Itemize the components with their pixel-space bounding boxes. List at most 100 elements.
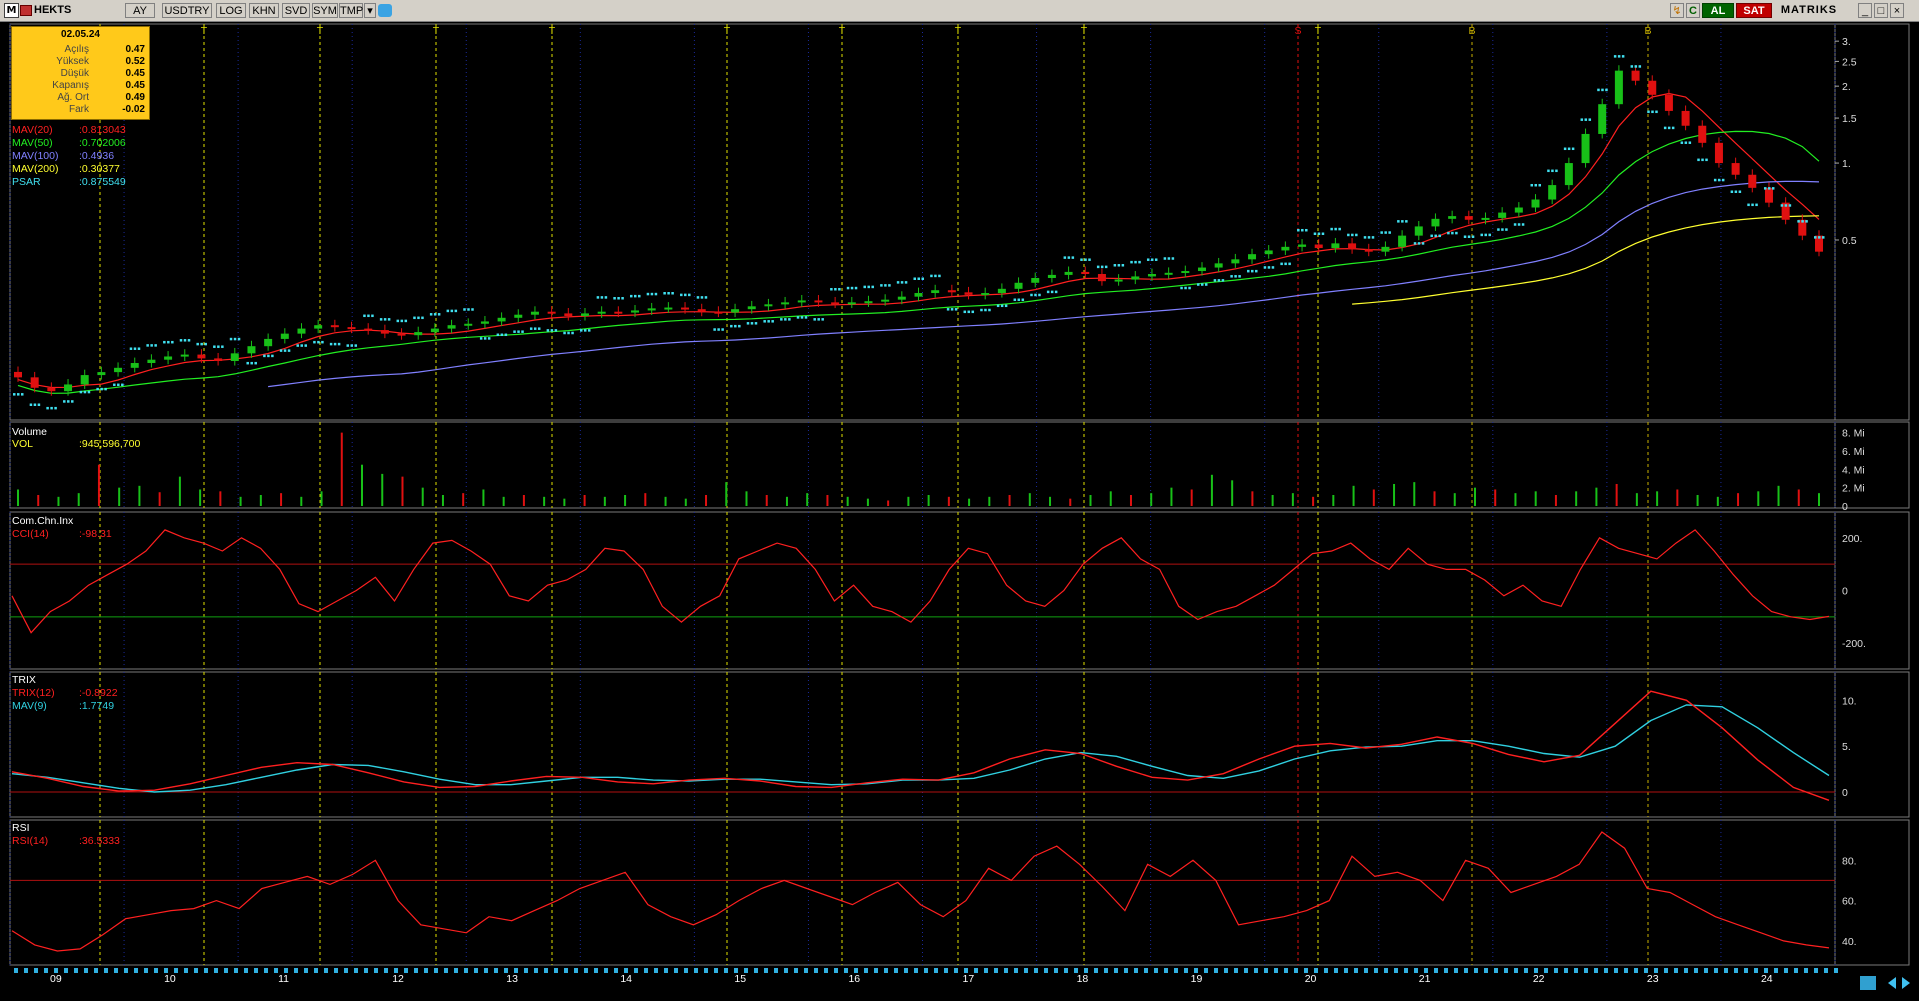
candle-body [1081,271,1090,274]
x-axis-tick-mark [1614,968,1618,973]
psar-dot [463,308,466,311]
usdtry-button[interactable]: USDTRY [162,3,212,18]
psar-dot [396,319,400,323]
app-icon[interactable]: M [4,3,19,18]
psar-dot [671,292,674,295]
maximize-icon[interactable]: □ [1874,3,1888,18]
candle-body [1314,244,1323,249]
legend-value: :0.702006 [79,137,126,149]
legend-mav100: MAV(100):0.4936 [12,150,114,163]
sell-button[interactable]: SAT [1736,3,1772,18]
sym-button[interactable]: SYM [312,3,338,18]
x-axis-tick-mark [694,968,698,973]
psar-dot [1705,158,1708,162]
psar-dot [83,390,87,394]
x-axis-tick-mark [1414,968,1418,973]
psar-dot [1355,233,1358,237]
x-axis-tick-mark [614,968,618,973]
x-axis-tick-mark [1364,968,1368,973]
psar-dot [17,393,20,396]
close-icon[interactable]: × [1890,3,1904,18]
candle-body [747,306,756,310]
chart-canvas[interactable]: TTTTTTTTTSTBB3.2.52.1.51.0.58. Mi6. Mi4.… [0,22,1919,1001]
psar-dot [483,337,487,340]
x-axis-tick-mark [1354,968,1358,973]
dropdown-icon[interactable]: ▾ [364,3,376,18]
log-button[interactable]: LOG [216,3,246,18]
x-axis-tick-mark [284,968,288,973]
psar-dot [129,347,133,350]
psar-dot [1067,256,1071,259]
psar-dot [834,287,837,291]
x-axis-tick-mark [274,968,278,973]
refresh-icon[interactable]: ↯ [1670,3,1684,18]
panel-frame-cci [9,511,1910,670]
x-axis-tick-mark [1754,968,1758,973]
signal-marker: B [1468,25,1475,37]
x-axis-tick-mark [1094,968,1098,973]
x-axis-tick-mark [1194,968,1198,973]
psar-dot [467,308,470,311]
x-axis-tick-mark [354,968,358,973]
psar-dot [1034,293,1037,297]
x-axis-tick-mark [214,968,218,973]
x-axis-label: 10 [164,973,176,985]
minimize-icon[interactable]: _ [1858,3,1872,18]
x-axis-tick-mark [1574,968,1578,973]
psar-dot [1663,126,1667,130]
psar-dot [738,324,741,328]
psar-dot [271,354,274,358]
info-value: -0.02 [122,104,145,115]
rsi-tick-label: 40. [1842,936,1857,948]
psar-dot [329,342,333,346]
khn-button[interactable]: KHN [249,3,279,18]
tmp-button[interactable]: TMP [339,3,364,18]
psar-dot [700,296,704,299]
legend-label: MAV(100) [12,150,59,162]
ay-button[interactable]: AY [125,3,155,18]
psar-dot [884,284,887,287]
x-axis-tick-mark [1234,968,1238,973]
psar-dot [1667,126,1671,130]
psar-dot [1317,232,1321,235]
x-axis-tick-mark [254,968,258,973]
x-axis-tick-mark [654,968,658,973]
x-axis-tick-mark [414,968,418,973]
candle-body [1414,226,1423,236]
psar-dot [804,316,808,319]
x-axis-tick-mark [164,968,168,973]
svd-button[interactable]: SVD [282,3,310,18]
candle-body [897,296,906,300]
candle-body [1031,277,1040,283]
symbol-field[interactable]: HEKTS [34,4,72,16]
legend-label: CCI(14) [12,528,49,540]
c-icon[interactable]: C [1686,3,1700,18]
twitter-icon[interactable] [378,4,392,17]
x-axis-tick-mark [1444,968,1448,973]
x-axis-tick-mark [664,968,668,973]
psar-dot [1080,258,1083,261]
psar-dot [734,324,737,328]
mav200-line [1352,215,1820,305]
info-row-open: Açılış 0.47 [12,44,149,56]
x-axis-tick-mark [1074,968,1078,973]
flag-icon[interactable] [20,5,32,16]
cci-line [11,529,1830,634]
psar-dot [867,285,870,289]
psar-dot [163,340,166,344]
psar-dot [171,340,174,344]
x-axis-tick-mark [434,968,438,973]
buy-button[interactable]: AL [1702,3,1734,18]
candle-body [1431,218,1440,227]
candle-body [947,290,956,293]
ohlc-info-box: 02.05.24 Açılış 0.47 Yüksek 0.52 Düşük 0.45… [11,26,150,120]
psar-dot [1138,260,1141,264]
psar-dot [437,313,441,316]
x-axis-tick-mark [724,968,728,973]
psar-dot [587,329,591,332]
psar-dot [1814,236,1817,239]
x-axis-tick-mark [1154,968,1158,973]
candle-body [530,311,539,315]
psar-dot [1271,266,1275,269]
psar-dot [1788,204,1792,207]
